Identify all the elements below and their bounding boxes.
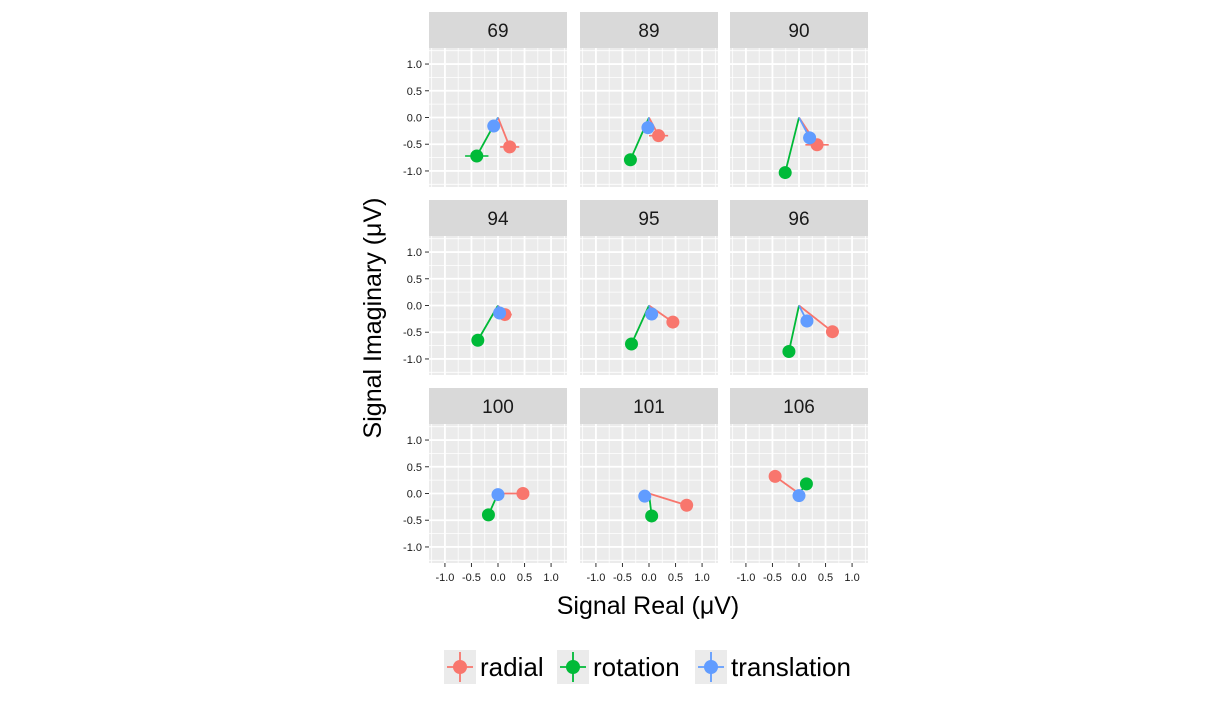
facet-panel-106: 106 -1.0 -0.5 0.0 0.5 1.0 xyxy=(730,388,868,584)
legend-key-point xyxy=(453,660,467,674)
data-point-translation xyxy=(641,121,655,135)
x-tick-label: 0.5 xyxy=(818,572,833,584)
legend-label: rotation xyxy=(593,652,680,682)
x-tick-label: 0.0 xyxy=(490,572,505,584)
series-line-radial xyxy=(648,492,687,507)
x-tick-label: 1.0 xyxy=(844,572,859,584)
legend-key-point xyxy=(704,660,718,674)
x-tick-label: -0.5 xyxy=(462,572,481,584)
series-line-rotation xyxy=(788,305,800,352)
y-tick-label: 0.0 xyxy=(407,301,422,313)
data-point-radial xyxy=(503,140,517,154)
facet-strip-label: 96 xyxy=(788,209,809,230)
facet-panel-101: 101 -1.0 -0.5 0.0 0.5 1.0 xyxy=(580,388,718,584)
data-point-radial xyxy=(680,498,694,512)
data-point-radial xyxy=(825,325,839,339)
series-line-radial xyxy=(798,304,833,333)
data-point-radial xyxy=(666,315,680,329)
facet-strip-label: 101 xyxy=(633,397,665,418)
facet-panel-95: 95 xyxy=(580,200,718,375)
data-point-translation xyxy=(792,489,806,503)
y-tick-label: -0.5 xyxy=(403,327,422,339)
y-axis-title: Signal Imaginary (μV) xyxy=(359,198,387,439)
facet-panel-94: 94 -1.0 -0.5 0.0 0.5 1.0 xyxy=(403,200,567,375)
facet-panel-89: 89 xyxy=(580,12,718,187)
facet-strip-label: 106 xyxy=(783,397,815,418)
data-point-rotation xyxy=(778,166,792,180)
x-tick-label: 0.5 xyxy=(517,572,532,584)
facet-strip-label: 89 xyxy=(638,21,659,42)
facet-strip xyxy=(730,12,868,48)
facet-strip xyxy=(429,12,567,48)
x-tick-label: 1.0 xyxy=(543,572,558,584)
series-line-rotation xyxy=(784,117,800,173)
x-tick-label: 0.5 xyxy=(668,572,683,584)
y-tick-label: -1.0 xyxy=(403,166,422,178)
y-tick-label: 0.0 xyxy=(407,113,422,125)
data-point-rotation xyxy=(799,477,813,491)
y-tick-label: 0.5 xyxy=(407,86,422,98)
data-point-radial xyxy=(516,487,530,500)
x-tick-label: 1.0 xyxy=(694,572,709,584)
y-tick-label: 0.0 xyxy=(407,489,422,501)
facet-strip-label: 69 xyxy=(487,21,508,42)
data-point-rotation xyxy=(624,337,638,351)
data-point-radial xyxy=(768,469,782,483)
y-tick-label: 0.5 xyxy=(407,462,422,474)
y-tick-label: -1.0 xyxy=(403,354,422,366)
data-point-translation xyxy=(800,314,814,328)
legend-item-translation: translation xyxy=(695,650,851,684)
y-tick-label: 1.0 xyxy=(407,59,422,71)
facet-strip xyxy=(730,388,868,424)
data-point-rotation xyxy=(623,153,637,167)
data-point-translation xyxy=(803,131,817,145)
facet-strip-label: 90 xyxy=(788,21,809,42)
legend-item-rotation: rotation xyxy=(557,650,680,684)
x-tick-label: -1.0 xyxy=(736,572,755,584)
facet-panel-96: 96 xyxy=(730,200,868,375)
data-point-radial xyxy=(652,129,666,143)
facet-strip xyxy=(429,388,567,424)
x-tick-label: -1.0 xyxy=(586,572,605,584)
x-tick-label: -0.5 xyxy=(763,572,782,584)
facet-strip xyxy=(580,200,718,236)
x-tick-label: 0.0 xyxy=(791,572,806,584)
facet-strip xyxy=(429,200,567,236)
data-point-rotation xyxy=(470,149,484,163)
x-axis-title: Signal Real (μV) xyxy=(557,592,740,620)
facet-strip xyxy=(730,200,868,236)
data-point-rotation xyxy=(645,509,659,523)
legend-label: radial xyxy=(480,652,544,682)
data-point-translation xyxy=(638,489,652,503)
data-point-translation xyxy=(645,307,659,321)
data-point-translation xyxy=(493,306,507,320)
x-tick-label: -0.5 xyxy=(613,572,632,584)
facet-panel-90: 90 xyxy=(730,12,868,187)
data-point-rotation xyxy=(471,333,485,347)
facet-panel-69: 69 -1.0 -0.5 0.0 0.5 1.0 xyxy=(403,12,567,187)
legend: radial rotation translation xyxy=(444,650,851,684)
facet-strip-label: 94 xyxy=(487,209,509,230)
y-tick-label: 1.0 xyxy=(407,247,422,259)
data-point-rotation xyxy=(481,508,495,522)
y-tick-label: -0.5 xyxy=(403,515,422,527)
legend-item-radial: radial xyxy=(444,650,544,684)
data-point-translation xyxy=(487,119,501,133)
y-tick-label: -0.5 xyxy=(403,139,422,151)
y-tick-label: -1.0 xyxy=(403,542,422,554)
facet-panel-100: 100 -1.0 -0.5 0.0 0.5 1.0 -1.0 -0.5 0.0 0.5 1.0 xyxy=(403,388,567,584)
facet-strip-label: 100 xyxy=(482,397,514,418)
facet-strip xyxy=(580,388,718,424)
legend-key-point xyxy=(566,660,580,674)
y-tick-label: 1.0 xyxy=(407,435,422,447)
data-point-translation xyxy=(491,488,505,502)
legend-label: translation xyxy=(731,652,851,682)
data-point-rotation xyxy=(782,344,796,358)
facet-strip-label: 95 xyxy=(638,209,659,230)
x-tick-label: -1.0 xyxy=(435,572,454,584)
y-tick-label: 0.5 xyxy=(407,274,422,286)
x-tick-label: 0.0 xyxy=(641,572,656,584)
facet-strip xyxy=(580,12,718,48)
